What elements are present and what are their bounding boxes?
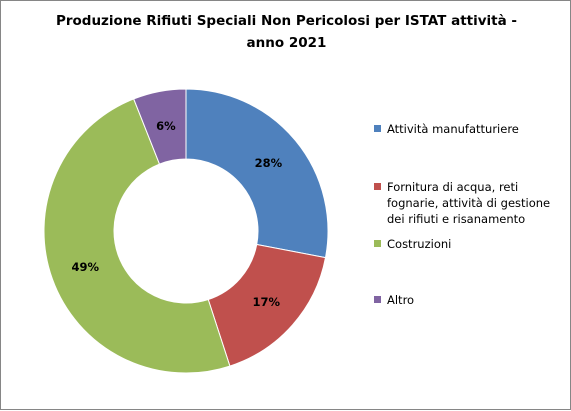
donut-slice-altro [133, 88, 187, 165]
legend-swatch [374, 296, 381, 303]
legend-label: Fornitura di acqua, reti fognarie, attiv… [387, 180, 551, 226]
chart-title-line-2: anno 2021 [246, 35, 327, 51]
donut-slice-fornitura-acqua [207, 243, 327, 367]
legend-swatch [374, 183, 381, 190]
legend-label: Altro [387, 293, 415, 307]
data-label-attivita-manufatturiere: 28% [255, 156, 283, 170]
legend-label: Costruzioni [387, 237, 452, 251]
donut-slice-costruzioni [43, 98, 231, 374]
data-label-altro: 6% [156, 119, 176, 133]
legend-swatch [374, 125, 381, 132]
chart-title: Produzione Rifiuti Speciali Non Pericolo… [1, 10, 571, 54]
legend-swatch [374, 240, 381, 247]
chart-title-line-1: Produzione Rifiuti Speciali Non Pericolo… [55, 13, 518, 29]
legend-label: Attività manufatturiere [387, 122, 519, 136]
donut-slice-attivita-manufatturiere [185, 88, 329, 259]
data-label-fornitura-acqua: 17% [252, 295, 280, 309]
data-label-costruzioni: 49% [72, 260, 100, 274]
